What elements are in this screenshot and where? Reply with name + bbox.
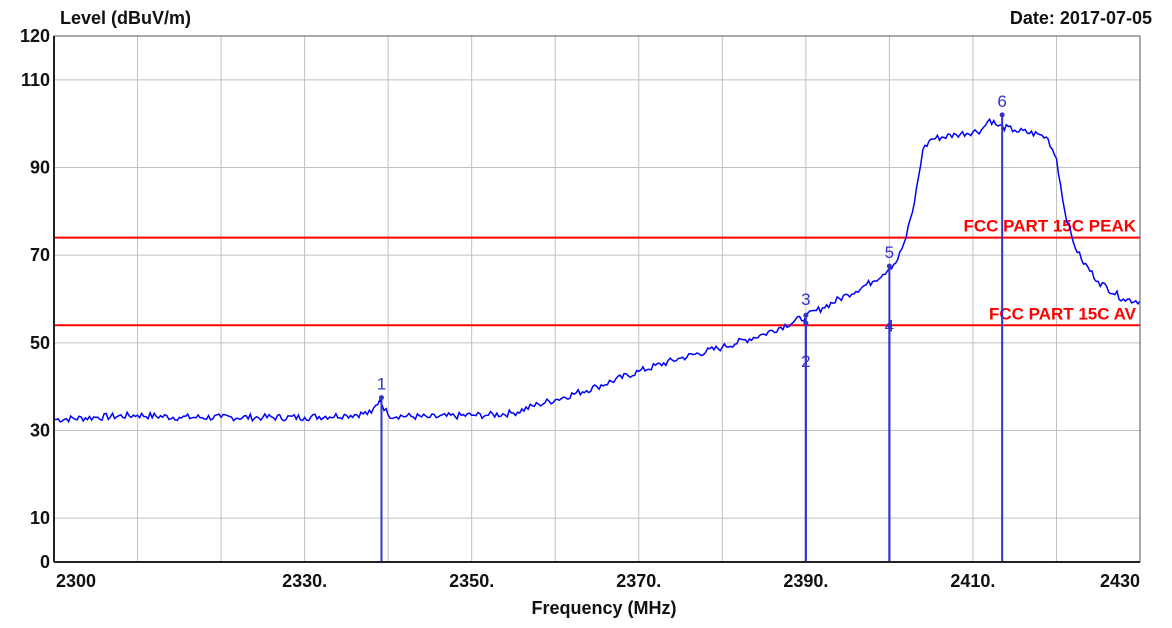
marker-point — [999, 112, 1005, 118]
plot-frame — [53, 35, 1141, 563]
marker-point — [803, 312, 809, 318]
y-axis-title: Level (dBuV/m) — [60, 8, 192, 28]
trace-layer — [54, 117, 1141, 424]
y-tick-label: 120 — [20, 26, 50, 46]
y-tick-label: 10 — [30, 508, 50, 528]
x-tick-label: 2350. — [449, 571, 494, 591]
marker-point — [886, 263, 892, 269]
limit-label: FCC PART 15C AV — [989, 304, 1137, 323]
y-tick-label: 50 — [30, 333, 50, 353]
x-tick-label: 2430 — [1100, 571, 1140, 591]
x-axis-title: Frequency (MHz) — [531, 598, 676, 618]
x-tick-label: 2370. — [616, 571, 661, 591]
x-tick-label: 2410. — [950, 571, 995, 591]
marker-layer: 123456 — [377, 92, 1007, 562]
spectrum-trace — [54, 117, 1141, 424]
grid-lines — [54, 36, 1140, 562]
y-tick-label: 110 — [21, 70, 50, 90]
limit-label: FCC PART 15C PEAK — [963, 217, 1136, 236]
limit-lines: FCC PART 15C PEAK FCC PART 15C AV — [54, 217, 1140, 327]
marker-label: 5 — [885, 243, 894, 262]
marker-label: 1 — [377, 375, 386, 394]
marker-label: 6 — [997, 92, 1006, 111]
axes — [53, 35, 1141, 563]
x-tick-label: 2390. — [783, 571, 828, 591]
marker-point — [378, 395, 384, 401]
y-tick-label: 70 — [30, 245, 50, 265]
date-label: Date: 2017-07-05 — [1009, 8, 1152, 28]
x-tick-label: 2330. — [282, 571, 327, 591]
marker-label: 3 — [801, 290, 810, 309]
y-tick-label: 90 — [30, 158, 50, 178]
x-tick-label: 2300 — [56, 571, 96, 591]
y-tick-label: 30 — [30, 421, 50, 441]
y-tick-label: 0 — [40, 552, 50, 572]
tick-labels: 0 10 30 50 70 90 110 120 2300 2330. 2350. 2370. 2390… — [20, 26, 1140, 591]
